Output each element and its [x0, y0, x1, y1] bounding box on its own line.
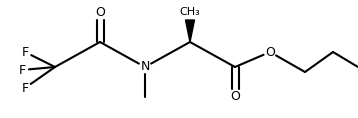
Text: O: O	[265, 46, 275, 59]
Text: O: O	[230, 91, 240, 103]
Polygon shape	[185, 20, 194, 42]
Text: O: O	[95, 6, 105, 19]
Text: F: F	[21, 82, 29, 95]
Text: F: F	[19, 63, 25, 76]
Text: CH₃: CH₃	[180, 7, 200, 17]
Text: N: N	[140, 61, 150, 74]
Text: F: F	[21, 46, 29, 59]
